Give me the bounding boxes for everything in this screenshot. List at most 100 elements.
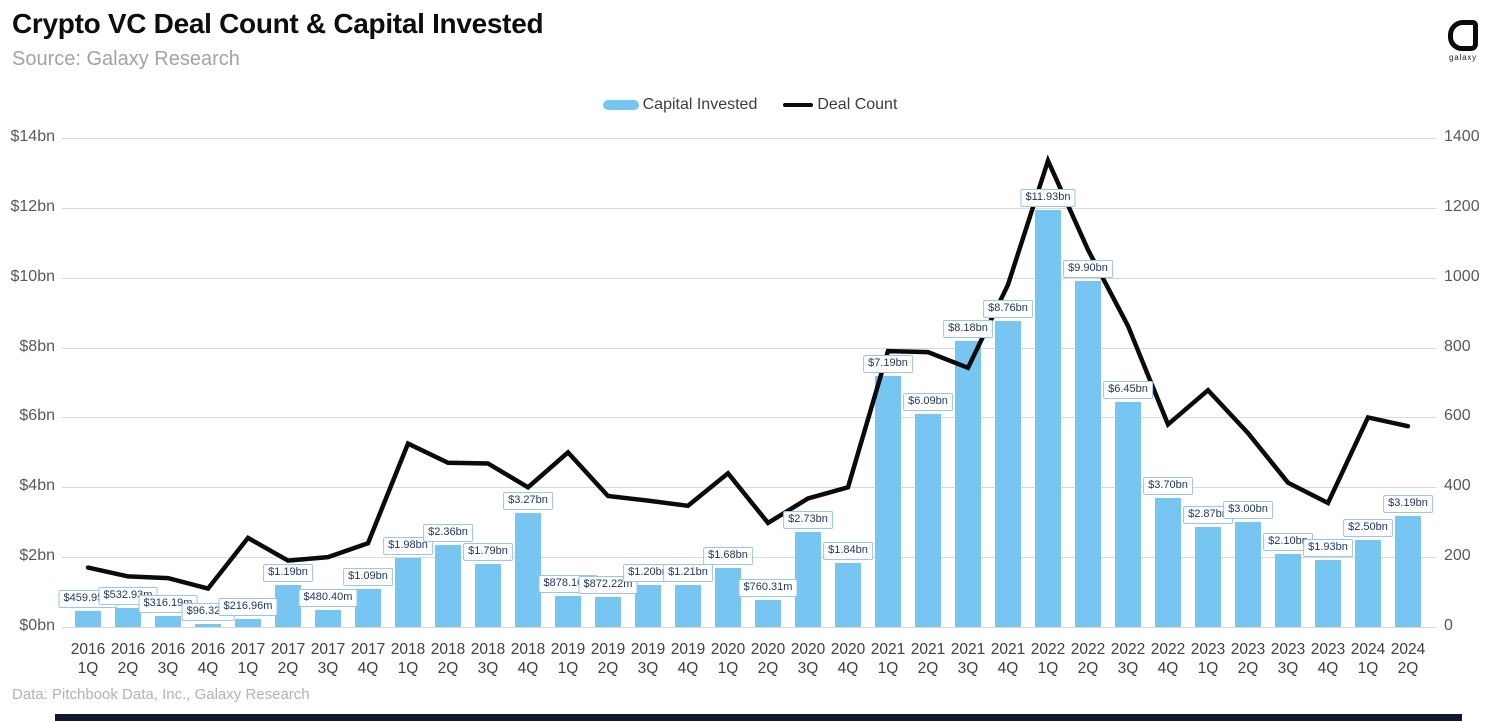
capital-invested-swatch-icon bbox=[602, 100, 639, 110]
y-axis-left-tick: $0bn bbox=[19, 617, 55, 634]
grid-line bbox=[62, 417, 1436, 418]
bar-2016-1Q bbox=[75, 610, 101, 627]
x-tick-2020-3Q: 2020 3Q bbox=[790, 641, 826, 677]
x-tick-2018-3Q: 2018 3Q bbox=[470, 641, 506, 677]
page-title: Crypto VC Deal Count & Capital Invested bbox=[12, 8, 544, 39]
bar-2023-4Q bbox=[1315, 559, 1341, 627]
x-tick-2022-4Q: 2022 4Q bbox=[1150, 641, 1186, 677]
bar-value-label-2019-4Q: $1.21bn bbox=[663, 563, 713, 582]
bar-value-label-2023-2Q: $3.00bn bbox=[1223, 501, 1273, 520]
bar-2024-1Q bbox=[1355, 539, 1381, 627]
bar-value-label-2018-1Q: $1.98bn bbox=[383, 536, 433, 555]
y-axis-right-tick: 200 bbox=[1444, 547, 1471, 564]
grid-line bbox=[62, 278, 1436, 279]
x-tick-2019-3Q: 2019 3Q bbox=[630, 641, 666, 677]
x-tick-2021-3Q: 2021 3Q bbox=[950, 641, 986, 677]
bar-2017-4Q bbox=[355, 588, 381, 627]
bar-2022-2Q bbox=[1075, 281, 1101, 627]
bar-2021-2Q bbox=[915, 414, 941, 627]
bar-value-label-2020-2Q: $760.31m bbox=[738, 579, 798, 598]
x-tick-2023-3Q: 2023 3Q bbox=[1270, 641, 1306, 677]
x-tick-2017-4Q: 2017 4Q bbox=[350, 641, 386, 677]
bar-2018-1Q bbox=[395, 557, 421, 627]
galaxy-logo-icon bbox=[1448, 20, 1478, 51]
legend: Capital Invested Deal Count bbox=[0, 96, 1500, 114]
bar-2019-4Q bbox=[675, 584, 701, 627]
galaxy-logo: galaxy bbox=[1440, 20, 1486, 62]
footer-credit: Data: Pitchbook Data, Inc., Galaxy Resea… bbox=[12, 686, 310, 703]
bar-value-label-2022-4Q: $3.70bn bbox=[1143, 476, 1193, 495]
bar-2022-1Q bbox=[1035, 210, 1061, 627]
bar-2020-2Q bbox=[755, 600, 781, 627]
bar-2020-1Q bbox=[715, 568, 741, 627]
x-tick-2022-2Q: 2022 2Q bbox=[1070, 641, 1106, 677]
y-axis-left-tick: $4bn bbox=[19, 477, 55, 494]
x-tick-2021-1Q: 2021 1Q bbox=[870, 641, 906, 677]
x-tick-2019-2Q: 2019 2Q bbox=[590, 641, 626, 677]
bar-value-label-2021-4Q: $8.76bn bbox=[983, 300, 1033, 319]
bar-2017-3Q bbox=[315, 610, 341, 627]
bar-value-label-2019-3Q: $1.20bn bbox=[623, 564, 673, 583]
bar-value-label-2018-4Q: $3.27bn bbox=[503, 491, 553, 510]
grid-line bbox=[62, 208, 1436, 209]
y-axis-right-tick: 1000 bbox=[1444, 268, 1480, 285]
bar-2018-3Q bbox=[475, 564, 501, 627]
y-axis-right-tick: 1400 bbox=[1444, 128, 1480, 145]
y-axis-right-tick: 400 bbox=[1444, 477, 1471, 494]
bar-2019-1Q bbox=[555, 596, 581, 627]
bar-2018-4Q bbox=[515, 512, 541, 627]
x-tick-2023-2Q: 2023 2Q bbox=[1230, 641, 1266, 677]
x-tick-2021-4Q: 2021 4Q bbox=[990, 641, 1026, 677]
bar-value-label-2020-3Q: $2.73bn bbox=[783, 510, 833, 529]
bar-2019-2Q bbox=[595, 596, 621, 627]
bar-2022-3Q bbox=[1115, 401, 1141, 627]
y-axis-right-tick: 600 bbox=[1444, 407, 1471, 424]
grid-line bbox=[62, 138, 1436, 139]
bar-2020-4Q bbox=[835, 562, 861, 627]
bar-value-label-2021-3Q: $8.18bn bbox=[943, 320, 993, 339]
bar-value-label-2020-1Q: $1.68bn bbox=[703, 547, 753, 566]
source-subtitle: Source: Galaxy Research bbox=[12, 48, 240, 70]
bar-2022-4Q bbox=[1155, 497, 1181, 627]
bar-2023-1Q bbox=[1195, 526, 1221, 627]
bar-2023-2Q bbox=[1235, 522, 1261, 627]
legend-label-deal-count: Deal Count bbox=[817, 96, 898, 113]
bar-2017-2Q bbox=[275, 585, 301, 627]
x-tick-2023-1Q: 2023 1Q bbox=[1190, 641, 1226, 677]
bar-value-label-2017-2Q: $1.19bn bbox=[263, 564, 313, 583]
y-axis-right-tick: 800 bbox=[1444, 338, 1471, 355]
y-axis-right-tick: 0 bbox=[1444, 617, 1453, 634]
bar-value-label-2022-1Q: $11.93bn bbox=[1020, 189, 1076, 208]
bar-2021-1Q bbox=[875, 375, 901, 627]
bar-value-label-2018-3Q: $1.79bn bbox=[463, 543, 513, 562]
bar-value-label-2023-3Q: $2.10bn bbox=[1263, 532, 1313, 551]
legend-label-capital-invested: Capital Invested bbox=[642, 96, 758, 113]
bar-value-label-2023-4Q: $1.93bn bbox=[1303, 538, 1353, 557]
x-tick-2020-2Q: 2020 2Q bbox=[750, 641, 786, 677]
bar-value-label-2021-2Q: $6.09bn bbox=[903, 393, 953, 412]
x-tick-2020-1Q: 2020 1Q bbox=[710, 641, 746, 677]
galaxy-logo-label: galaxy bbox=[1449, 53, 1477, 62]
x-tick-2016-3Q: 2016 3Q bbox=[150, 641, 186, 677]
x-tick-2019-4Q: 2019 4Q bbox=[670, 641, 706, 677]
bar-value-label-2019-2Q: $872.22m bbox=[578, 575, 638, 594]
bar-2021-3Q bbox=[955, 341, 981, 627]
deal-count-polyline bbox=[85, 154, 1411, 592]
x-tick-2024-1Q: 2024 1Q bbox=[1350, 641, 1386, 677]
x-tick-2022-3Q: 2022 3Q bbox=[1110, 641, 1146, 677]
y-axis-right-tick: 1200 bbox=[1444, 198, 1480, 215]
bar-value-label-2017-1Q: $216.96m bbox=[218, 598, 278, 617]
bar-value-label-2020-4Q: $1.84bn bbox=[823, 541, 873, 560]
x-tick-2016-2Q: 2016 2Q bbox=[110, 641, 146, 677]
bar-2017-1Q bbox=[235, 619, 261, 627]
bar-value-label-2021-1Q: $7.19bn bbox=[863, 354, 913, 373]
y-axis-left-tick: $12bn bbox=[10, 198, 56, 215]
bar-2019-3Q bbox=[635, 585, 661, 627]
bar-2018-2Q bbox=[435, 544, 461, 627]
bar-2016-3Q bbox=[155, 615, 181, 627]
x-tick-2022-1Q: 2022 1Q bbox=[1030, 641, 1066, 677]
bar-value-label-2024-2Q: $3.19bn bbox=[1383, 494, 1433, 513]
legend-item-deal-count: Deal Count bbox=[783, 96, 897, 114]
bar-2016-2Q bbox=[115, 608, 141, 627]
